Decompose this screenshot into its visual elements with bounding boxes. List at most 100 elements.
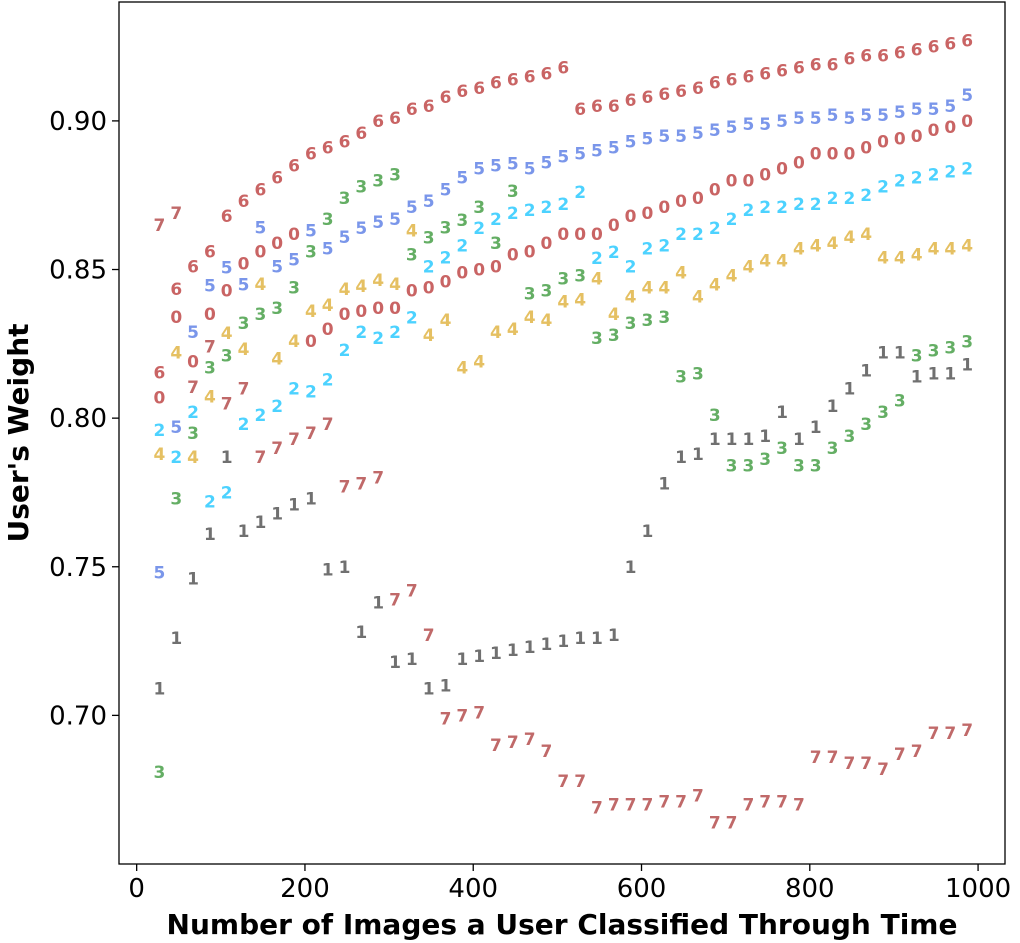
data-point-series-1: 1 xyxy=(238,522,250,542)
data-point-series-5: 5 xyxy=(877,106,889,126)
data-point-series-0: 0 xyxy=(827,145,839,165)
data-point-series-1: 1 xyxy=(170,629,182,649)
data-point-series-3: 3 xyxy=(456,211,468,231)
data-point-series-7: 7 xyxy=(423,626,435,646)
data-point-series-6: 6 xyxy=(473,79,485,99)
data-point-series-2: 2 xyxy=(524,201,536,221)
data-point-series-5: 5 xyxy=(204,276,216,296)
data-point-series-7: 7 xyxy=(473,703,485,723)
data-point-series-5: 5 xyxy=(961,86,973,106)
data-point-series-3: 3 xyxy=(843,427,855,447)
data-point-series-1: 1 xyxy=(726,430,738,450)
data-point-series-3: 3 xyxy=(658,308,670,328)
data-point-series-7: 7 xyxy=(608,796,620,816)
data-point-series-0: 0 xyxy=(658,198,670,218)
data-point-series-4: 4 xyxy=(423,326,435,346)
data-point-series-2: 2 xyxy=(574,183,586,203)
data-point-series-5: 5 xyxy=(490,156,502,176)
data-point-series-1: 1 xyxy=(507,641,519,661)
data-point-series-1: 1 xyxy=(221,448,233,468)
data-point-series-6: 6 xyxy=(288,156,300,176)
data-point-series-3: 3 xyxy=(574,266,586,286)
data-point-series-0: 0 xyxy=(355,302,367,322)
data-point-series-1: 1 xyxy=(591,629,603,649)
x-tick-label: 600 xyxy=(617,874,667,904)
data-point-series-6: 6 xyxy=(524,67,536,87)
data-point-series-6: 6 xyxy=(221,207,233,227)
data-point-series-4: 4 xyxy=(557,292,569,312)
data-point-series-0: 0 xyxy=(742,171,754,191)
data-point-series-4: 4 xyxy=(221,324,233,344)
data-point-series-2: 2 xyxy=(944,162,956,182)
data-point-series-7: 7 xyxy=(877,760,889,780)
data-point-series-4: 4 xyxy=(389,275,401,295)
data-point-series-1: 1 xyxy=(642,522,654,542)
data-point-series-7: 7 xyxy=(726,813,738,833)
data-point-series-6: 6 xyxy=(776,61,788,81)
data-point-series-5: 5 xyxy=(541,154,553,174)
data-point-series-2: 2 xyxy=(187,403,199,423)
data-point-series-3: 3 xyxy=(608,326,620,346)
data-point-series-5: 5 xyxy=(322,240,334,260)
data-point-series-3: 3 xyxy=(894,391,906,411)
data-point-series-0: 0 xyxy=(170,308,182,328)
data-point-series-1: 1 xyxy=(911,368,923,388)
data-point-series-6: 6 xyxy=(928,38,940,58)
data-point-series-6: 6 xyxy=(170,280,182,300)
data-point-series-0: 0 xyxy=(726,171,738,191)
data-point-series-7: 7 xyxy=(406,582,418,602)
data-point-series-6: 6 xyxy=(355,124,367,144)
data-point-series-2: 2 xyxy=(843,189,855,209)
data-point-series-1: 1 xyxy=(692,445,704,465)
data-point-series-6: 6 xyxy=(625,91,637,111)
data-point-series-2: 2 xyxy=(658,237,670,257)
data-point-series-3: 3 xyxy=(524,284,536,304)
data-point-series-2: 2 xyxy=(961,159,973,179)
data-point-series-3: 3 xyxy=(928,342,940,362)
data-point-series-1: 1 xyxy=(709,430,721,450)
data-point-series-4: 4 xyxy=(170,344,182,364)
data-point-series-1: 1 xyxy=(473,647,485,667)
data-point-series-3: 3 xyxy=(776,439,788,459)
data-point-series-7: 7 xyxy=(507,733,519,753)
data-point-series-0: 0 xyxy=(759,165,771,185)
data-point-series-5: 5 xyxy=(271,258,283,278)
data-point-series-3: 3 xyxy=(305,243,317,263)
data-point-series-2: 2 xyxy=(911,168,923,188)
data-point-series-2: 2 xyxy=(153,421,165,441)
data-point-series-3: 3 xyxy=(877,403,889,423)
data-point-series-5: 5 xyxy=(170,418,182,438)
data-point-series-5: 5 xyxy=(339,228,351,248)
data-point-series-2: 2 xyxy=(473,219,485,239)
data-point-series-4: 4 xyxy=(961,237,973,257)
data-point-series-4: 4 xyxy=(473,353,485,373)
data-point-series-2: 2 xyxy=(406,308,418,328)
data-point-series-1: 1 xyxy=(860,362,872,382)
data-point-series-7: 7 xyxy=(271,439,283,459)
data-point-series-3: 3 xyxy=(625,314,637,334)
data-point-series-2: 2 xyxy=(877,177,889,197)
data-point-series-0: 0 xyxy=(221,281,233,301)
data-point-series-3: 3 xyxy=(642,311,654,331)
data-point-series-5: 5 xyxy=(776,112,788,132)
data-point-series-3: 3 xyxy=(406,246,418,266)
y-tick-label: 0.75 xyxy=(49,553,107,583)
data-point-series-7: 7 xyxy=(372,469,384,489)
data-point-series-7: 7 xyxy=(557,772,569,792)
data-point-series-2: 2 xyxy=(490,210,502,230)
data-point-series-4: 4 xyxy=(440,311,452,331)
data-point-series-3: 3 xyxy=(389,165,401,185)
data-point-series-3: 3 xyxy=(507,182,519,202)
data-point-series-5: 5 xyxy=(187,323,199,343)
data-point-series-3: 3 xyxy=(440,219,452,239)
data-point-series-1: 1 xyxy=(827,397,839,417)
data-point-series-6: 6 xyxy=(541,64,553,84)
data-point-series-5: 5 xyxy=(456,168,468,188)
data-point-series-4: 4 xyxy=(288,332,300,352)
data-point-series-6: 6 xyxy=(591,97,603,117)
data-point-series-7: 7 xyxy=(440,709,452,729)
data-point-series-1: 1 xyxy=(776,403,788,423)
data-point-series-2: 2 xyxy=(238,415,250,435)
